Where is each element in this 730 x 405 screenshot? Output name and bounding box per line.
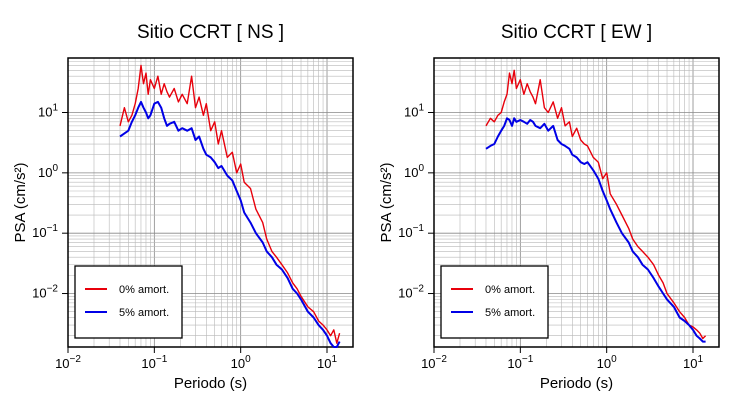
y-tick-label: 101 bbox=[38, 102, 58, 119]
x-tick-label: 10−2 bbox=[55, 354, 81, 371]
legend: 0% amort. 5% amort. bbox=[74, 265, 183, 339]
legend-box bbox=[74, 265, 183, 339]
x-tick-label: 100 bbox=[231, 354, 251, 371]
x-tick-label: 10−1 bbox=[507, 354, 533, 371]
x-axis-label: Periodo (s) bbox=[174, 375, 247, 392]
series-line-1 bbox=[119, 64, 341, 344]
plot-frame bbox=[433, 57, 720, 348]
legend-box bbox=[440, 265, 549, 339]
y-tick-label: 10−2 bbox=[32, 284, 58, 301]
legend-label: 5% amort. bbox=[485, 307, 535, 319]
y-tick-label: 100 bbox=[38, 163, 58, 180]
y-tick-label: 10−1 bbox=[398, 223, 424, 240]
x-tick-label: 10−2 bbox=[421, 354, 447, 371]
y-tick-label: 101 bbox=[404, 102, 424, 119]
legend-label: 0% amort. bbox=[119, 284, 169, 296]
series-line-1 bbox=[485, 69, 707, 340]
y-tick-label: 100 bbox=[404, 163, 424, 180]
series-line-2 bbox=[485, 117, 706, 343]
y-tick-label: 10−1 bbox=[32, 223, 58, 240]
plot-frame bbox=[67, 57, 354, 348]
x-tick-label: 10−1 bbox=[141, 354, 167, 371]
legend-label: 5% amort. bbox=[119, 307, 169, 319]
y-tick-label: 10−2 bbox=[398, 284, 424, 301]
x-axis-label: Periodo (s) bbox=[540, 375, 613, 392]
y-axis-label: PSA (cm/s²) bbox=[378, 162, 395, 242]
series-line-2 bbox=[119, 100, 341, 348]
x-tick-label: 100 bbox=[597, 354, 617, 371]
x-tick-label: 101 bbox=[317, 354, 337, 371]
legend-label: 0% amort. bbox=[485, 284, 535, 296]
chart-panel-1: 10−2 10−1 100 101 10−2 10−1 100 101 Sitio CCRT [… bbox=[12, 22, 354, 392]
chart-title: Sitio CCRT [ EW ] bbox=[501, 22, 652, 43]
chart-title: Sitio CCRT [ NS ] bbox=[137, 22, 284, 43]
x-tick-label: 101 bbox=[683, 354, 703, 371]
chart-panel-2: 10−2 10−1 100 101 10−2 10−1 100 101 Sitio CCRT [… bbox=[378, 22, 720, 392]
legend: 0% amort. 5% amort. bbox=[440, 265, 549, 339]
y-axis-label: PSA (cm/s²) bbox=[12, 162, 29, 242]
